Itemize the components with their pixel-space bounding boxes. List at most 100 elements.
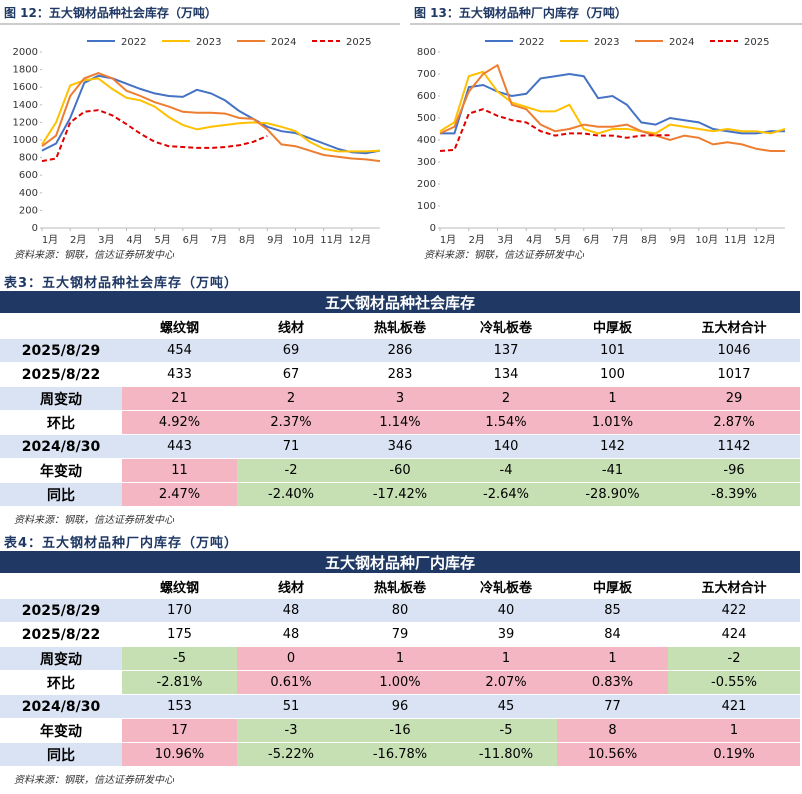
table-cell: 1.14% — [345, 410, 455, 435]
table-cell: 2025/8/29 — [0, 338, 122, 363]
y-tick-label: 1000 — [13, 135, 38, 146]
table-cell: 10.56% — [557, 742, 668, 767]
table-cell: 3 — [345, 386, 455, 411]
table-cell: 1.54% — [455, 410, 557, 435]
table-cell: 2.37% — [237, 410, 345, 435]
table-cell: -16.78% — [345, 742, 455, 767]
table-cell: -28.90% — [557, 482, 668, 507]
table-cell: 11 — [122, 458, 237, 483]
table-row: 五大钢材品种社会库存 — [0, 291, 801, 314]
y-tick-label: 1600 — [13, 82, 38, 93]
table-cell: 454 — [122, 338, 237, 363]
table-cell: 年变动 — [0, 458, 122, 483]
table-cell: 1 — [668, 718, 801, 743]
table-cell: 84 — [557, 622, 668, 647]
table-cell: 21 — [122, 386, 237, 411]
table-cell: 422 — [668, 598, 801, 623]
x-tick-label: 9月 — [267, 234, 283, 246]
table-cell: 101 — [557, 338, 668, 363]
y-tick-label: 800 — [417, 47, 436, 58]
table-cell: 134 — [455, 362, 557, 387]
table-cell: 螺纹钢 — [122, 573, 237, 599]
y-tick-label: 2000 — [13, 47, 38, 58]
table-row: 2024/8/30 443 71 346 140 142 1142 — [0, 434, 801, 459]
x-tick-label: 6月 — [584, 234, 600, 246]
y-tick-label: 100 — [417, 201, 436, 212]
table-cell: 140 — [455, 434, 557, 459]
table-row: 年变动 11 -2 -60 -4 -41 -96 — [0, 458, 801, 483]
source: 资料来源：钢联，信达证券研发中心 — [14, 775, 174, 786]
table-row: 同比 10.96% -5.22% -16.78% -11.80% 10.56% 0.19% — [0, 742, 801, 767]
table-cell: -4 — [455, 458, 557, 483]
table-cell — [0, 313, 122, 339]
table-cell: 同比 — [0, 742, 122, 767]
table: 五大钢材品种社会库存 螺纹钢 线材 热轧板卷 冷轧板卷 中厚板 五大材合计 2025/8/29… — [0, 291, 801, 507]
table-cell: 48 — [237, 622, 345, 647]
table-cell: -11.80% — [455, 742, 557, 767]
table-cell: 29 — [668, 386, 801, 411]
table-cell: 2025/8/29 — [0, 598, 122, 623]
y-tick-label: 600 — [417, 91, 436, 102]
table-cell: 4.92% — [122, 410, 237, 435]
legend-label: 2023 — [196, 37, 221, 48]
y-tick-label: 600 — [19, 170, 38, 181]
table-cell: 周变动 — [0, 386, 122, 411]
table-cell: 0 — [237, 646, 345, 671]
table-cell: 冷轧板卷 — [455, 573, 557, 599]
table-cell: 2025/8/22 — [0, 362, 122, 387]
series-line — [41, 74, 381, 155]
table-cell: -0.55% — [668, 670, 801, 695]
table: 五大钢材品种厂内库存 螺纹钢 线材 热轧板卷 冷轧板卷 中厚板 五大材合计 2025/8/29… — [0, 551, 801, 767]
table-cell: 421 — [668, 694, 801, 719]
table-cell: 71 — [237, 434, 345, 459]
table-cell: -5 — [122, 646, 237, 671]
table-row: 2025/8/29 170 48 80 40 85 422 — [0, 598, 801, 623]
table-cell: 环比 — [0, 670, 122, 695]
y-tick-label: 500 — [417, 113, 436, 124]
table-cell: 10.96% — [122, 742, 237, 767]
table-cell: 51 — [237, 694, 345, 719]
table-row: 2025/8/29 454 69 286 137 101 1046 — [0, 338, 801, 363]
legend-label: 2022 — [121, 37, 146, 48]
table-row: 环比 -2.81% 0.61% 1.00% 2.07% 0.83% -0.55% — [0, 670, 801, 695]
table-cell: 0.83% — [557, 670, 668, 695]
table-row: 螺纹钢 线材 热轧板卷 冷轧板卷 中厚板 五大材合计 — [0, 573, 801, 599]
table-cell: 8 — [557, 718, 668, 743]
table-cell: 39 — [455, 622, 557, 647]
table-cell: -5 — [455, 718, 557, 743]
table-cell: -96 — [668, 458, 801, 483]
table-cell: 1.00% — [345, 670, 455, 695]
table-cell: 2 — [455, 386, 557, 411]
y-tick-label: 300 — [417, 157, 436, 168]
table-cell: 2024/8/30 — [0, 694, 122, 719]
table-cell: 年变动 — [0, 718, 122, 743]
legend-label: 2025 — [744, 37, 769, 48]
table-cell: 2 — [237, 386, 345, 411]
table-cell: 1 — [557, 386, 668, 411]
table-cell: -2 — [237, 458, 345, 483]
table-cell: 热轧板卷 — [345, 573, 455, 599]
table-cell: 45 — [455, 694, 557, 719]
y-tick-label: 400 — [19, 188, 38, 199]
series-line — [439, 108, 670, 152]
table-cell: 80 — [345, 598, 455, 623]
table-title: 表3：五大钢材品种社会库存（万吨） — [4, 276, 239, 291]
x-tick-label: 5月 — [154, 234, 170, 246]
table-cell: 周变动 — [0, 646, 122, 671]
table-row: 螺纹钢 线材 热轧板卷 冷轧板卷 中厚板 五大材合计 — [0, 313, 801, 339]
table-cell: 2024/8/30 — [0, 434, 122, 459]
table-cell: -2 — [668, 646, 801, 671]
table-cell: 346 — [345, 434, 455, 459]
table-row: 周变动 21 2 3 2 1 29 — [0, 386, 801, 411]
x-tick-label: 8月 — [641, 234, 657, 246]
y-tick-label: 0 — [430, 223, 436, 234]
table-cell: 17 — [122, 718, 237, 743]
x-tick-label: 7月 — [612, 234, 628, 246]
x-tick-label: 1月 — [42, 234, 58, 246]
table-row: 周变动 -5 0 1 1 1 -2 — [0, 646, 801, 671]
x-tick-label: 12月 — [348, 234, 371, 246]
table-cell: -5.22% — [237, 742, 345, 767]
legend-label: 2024 — [271, 37, 296, 48]
x-tick-label: 10月 — [292, 234, 315, 246]
